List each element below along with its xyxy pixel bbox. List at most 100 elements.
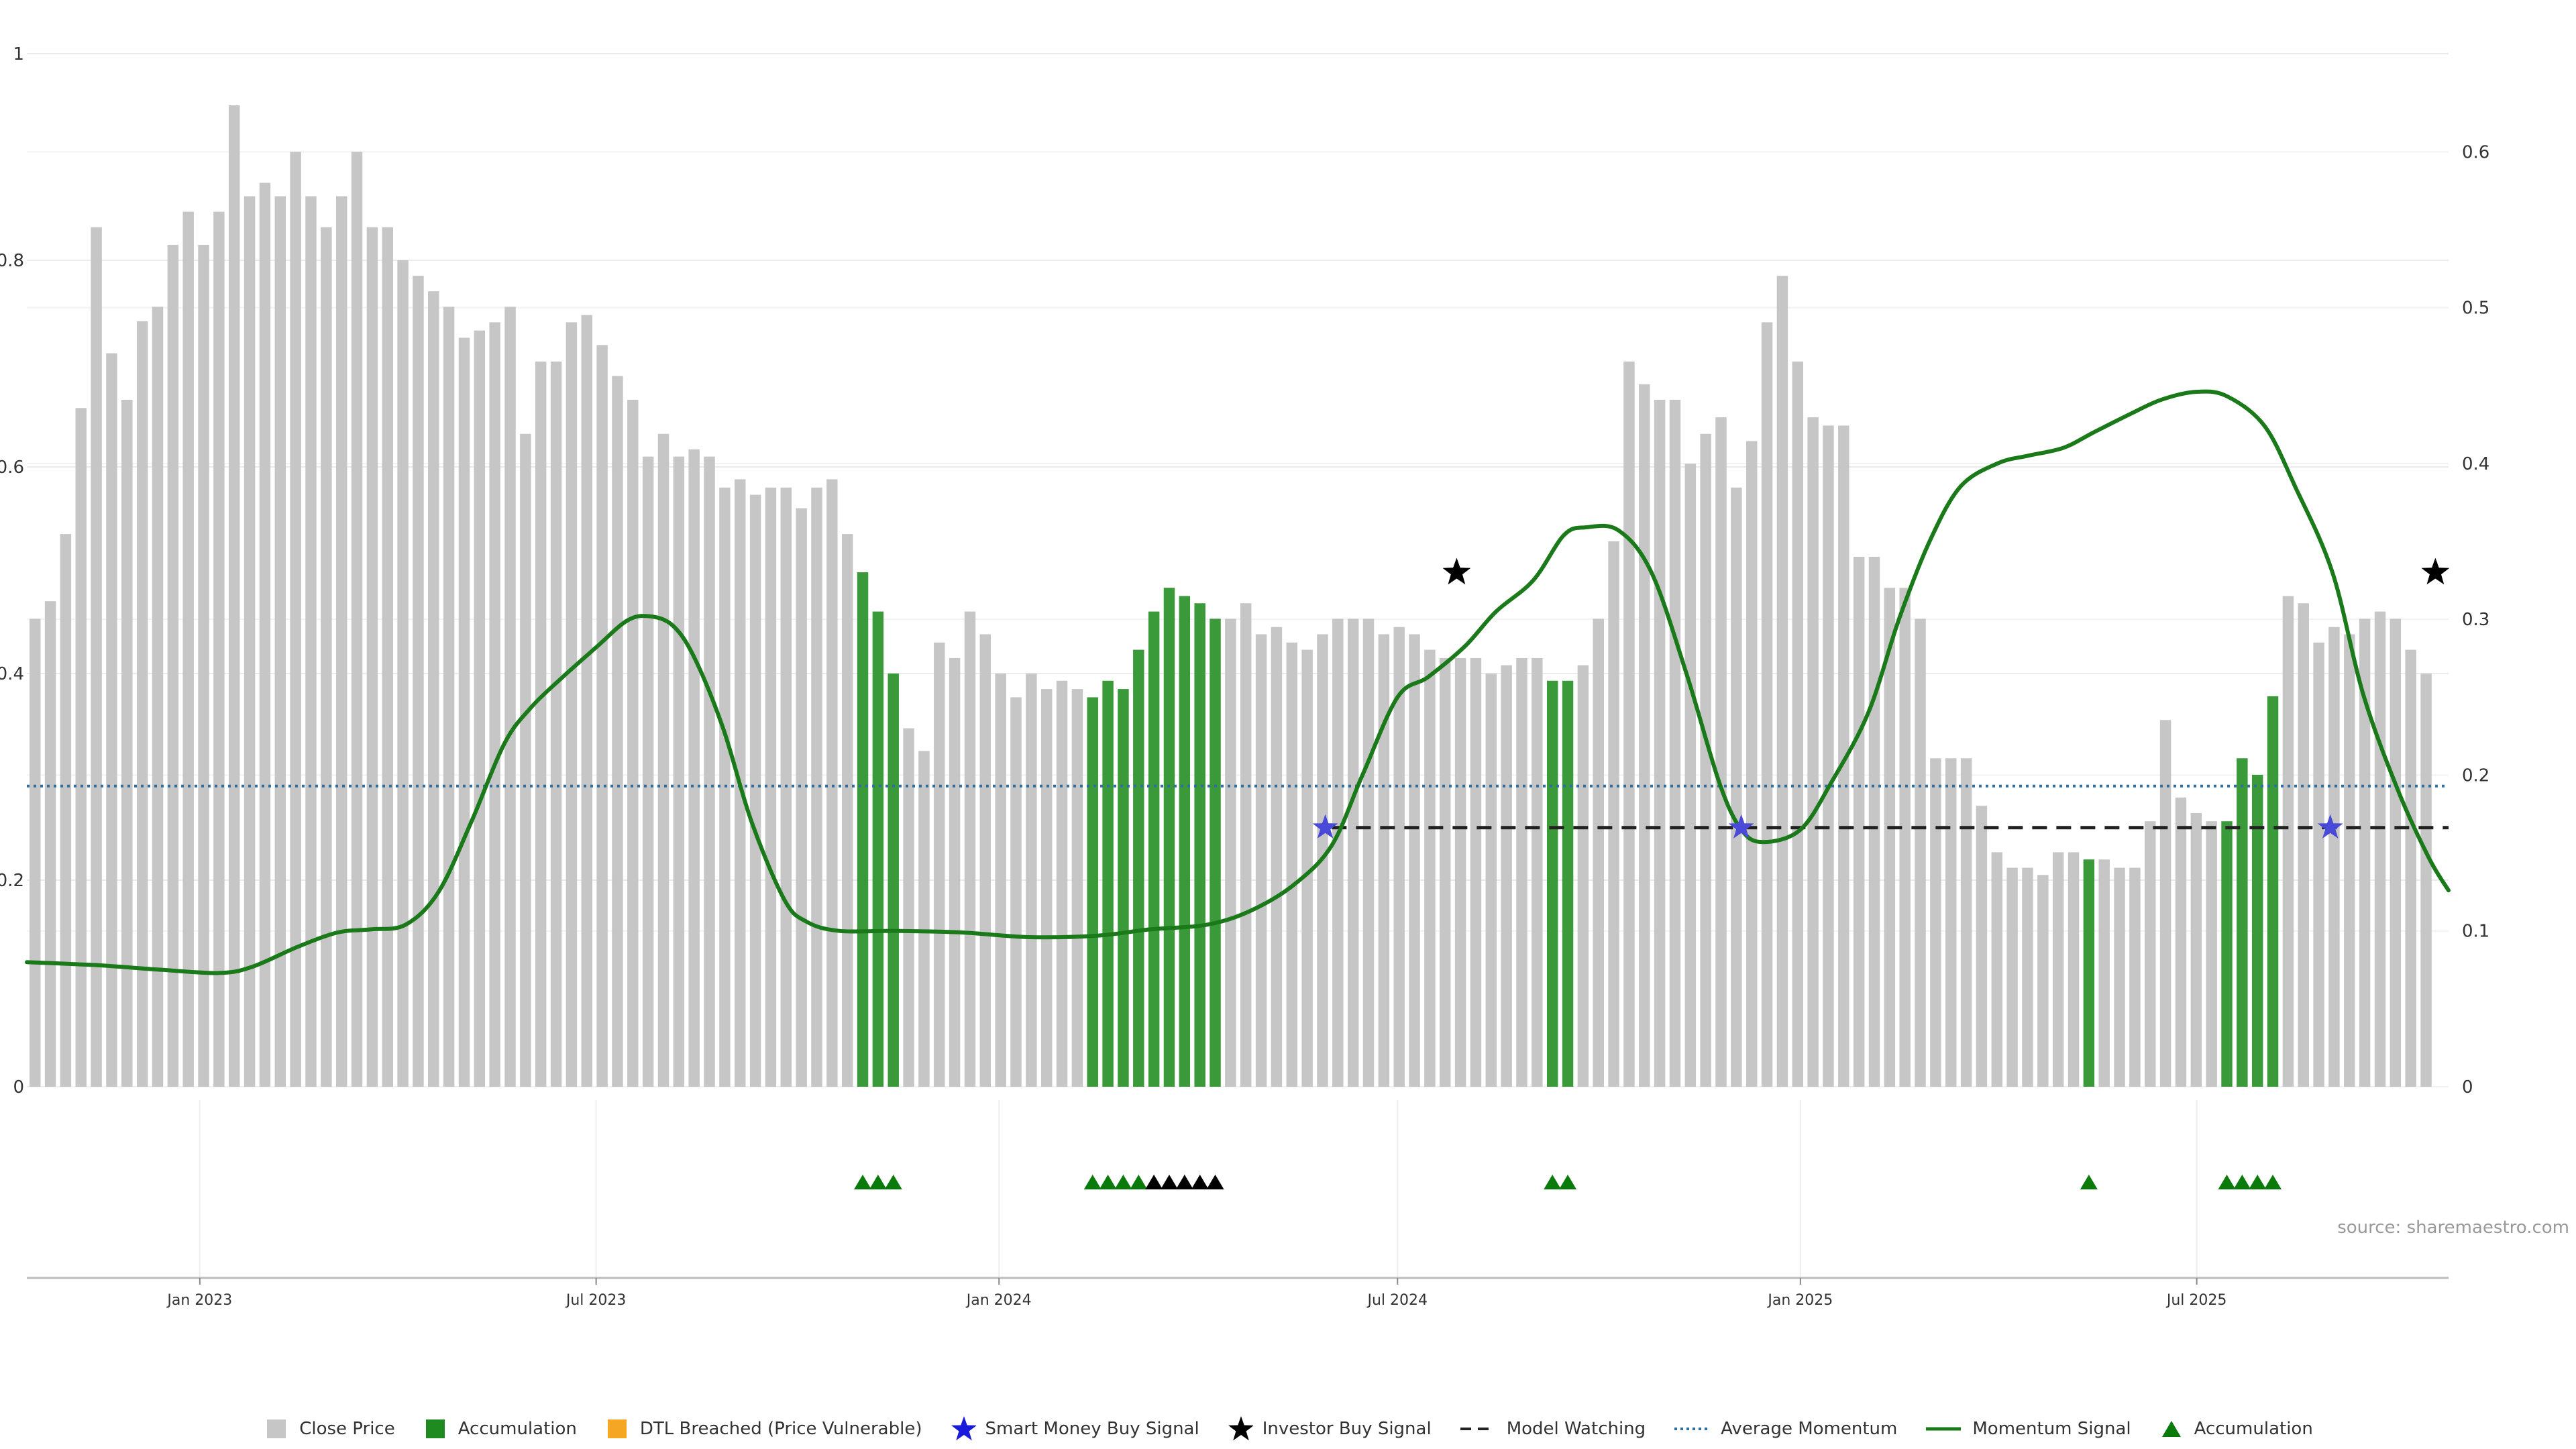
- close-price-bar: [428, 291, 439, 1087]
- close-price-bar: [2190, 812, 2202, 1087]
- y-right-tick-label: 0.1: [2462, 922, 2489, 942]
- close-price-bar: [2390, 619, 2402, 1087]
- close-price-bar: [612, 376, 623, 1087]
- legend-label: Investor Buy Signal: [1262, 1419, 1432, 1439]
- close-price-bar: [1838, 425, 1849, 1087]
- lines: [25, 389, 2451, 975]
- accumulation-triangle: [2233, 1175, 2251, 1189]
- close-price-bar: [1715, 417, 1727, 1087]
- close-price-bar: [274, 196, 286, 1087]
- legend-symbol-dot-icon: [1672, 1415, 1711, 1442]
- close-price-bar: [2006, 867, 2018, 1087]
- y-right-tick-label: 0: [2462, 1077, 2473, 1097]
- close-price-bar: [366, 227, 378, 1087]
- close-price-bar: [413, 276, 424, 1087]
- close-price-bar: [1684, 464, 1697, 1087]
- close-price-bar: [1362, 619, 1375, 1087]
- close-price-bar: [321, 227, 332, 1087]
- close-price-bar: [596, 345, 608, 1087]
- close-price-bar: [259, 182, 271, 1087]
- close-price-bar: [995, 674, 1006, 1087]
- close-price-bar: [841, 534, 853, 1087]
- close-price-bar: [1807, 417, 1819, 1087]
- close-price-bar: [2313, 642, 2324, 1087]
- close-price-bar: [351, 152, 363, 1087]
- accumulation-triangle: [2218, 1175, 2236, 1189]
- legend-item: Close Price: [263, 1415, 395, 1442]
- investor-buy-signal: [1442, 557, 1471, 585]
- y-left-tick-label: 1: [13, 44, 24, 64]
- smart-money-buy-signal: [1312, 814, 1338, 839]
- legend-item: Model Watching: [1458, 1415, 1646, 1442]
- close-price-bar: [2374, 611, 2386, 1087]
- close-price-bar: [60, 534, 72, 1087]
- close-price-bar: [1056, 680, 1068, 1087]
- close-price-bar: [121, 399, 133, 1087]
- close-price-bar: [1501, 665, 1512, 1087]
- legend-item: Average Momentum: [1672, 1415, 1897, 1442]
- close-price-bar: [2098, 859, 2110, 1087]
- accumulation-triangle: [2264, 1175, 2282, 1189]
- x-tick-label: Jan 2024: [965, 1292, 1032, 1309]
- legend-item: Investor Buy Signal: [1226, 1415, 1432, 1442]
- legend-symbol-square-icon: [263, 1415, 290, 1442]
- y-right-tick-label: 0.4: [2462, 454, 2489, 474]
- close-price-bar: [520, 433, 531, 1087]
- close-price-bar: [749, 494, 761, 1087]
- close-price-bar: [1286, 642, 1297, 1087]
- close-price-bar: [903, 728, 914, 1087]
- close-price-bar: [1393, 627, 1405, 1087]
- legend-item: Accumulation: [422, 1415, 577, 1442]
- close-price-bar: [2344, 634, 2355, 1087]
- close-price-bar: [826, 479, 838, 1087]
- accumulation-bar: [1087, 697, 1098, 1087]
- close-price-bar: [1792, 361, 1803, 1087]
- source-label: source: sharemaestro.com: [2337, 1218, 2569, 1238]
- close-price-bar: [1884, 588, 1896, 1087]
- smart-money-buy-signal: [1728, 814, 1754, 839]
- smart-money-buy-signal: [2317, 814, 2343, 839]
- close-price-bar: [2052, 852, 2064, 1087]
- accumulation-bar: [2251, 774, 2263, 1087]
- legend-symbol-dash-icon: [1458, 1415, 1497, 1442]
- axes: Jan 2023 Jul 2023 Jan 2024 Jul 2024 Jan 2025…: [0, 44, 2489, 1309]
- accumulation-bar: [888, 674, 899, 1087]
- accumulation-bar: [2267, 696, 2279, 1087]
- accumulation-bar: [872, 611, 884, 1087]
- black-triangle: [1160, 1175, 1178, 1189]
- accumulation-triangle: [1083, 1175, 1102, 1189]
- close-price-bar: [213, 211, 225, 1087]
- close-price-bar: [550, 361, 562, 1087]
- close-price-bar: [1424, 649, 1436, 1087]
- accumulation-triangle: [869, 1175, 887, 1189]
- close-price-bar: [244, 196, 256, 1087]
- close-price-bar: [2405, 649, 2416, 1087]
- close-price-bar: [566, 322, 578, 1087]
- accumulation-triangle: [1544, 1175, 1562, 1189]
- accumulation-bar: [1562, 680, 1574, 1087]
- legend-label: Momentum Signal: [1972, 1419, 2131, 1439]
- close-price-bar: [964, 611, 976, 1087]
- close-price-bar: [1225, 619, 1236, 1087]
- close-price-bar: [30, 619, 41, 1087]
- close-price-bar: [198, 244, 209, 1087]
- close-price-bar: [949, 657, 961, 1087]
- close-price-bar: [2037, 875, 2049, 1087]
- close-price-bar: [1255, 634, 1267, 1087]
- close-price-bar: [1271, 627, 1283, 1087]
- close-price-bar: [152, 307, 164, 1087]
- black-triangle: [1145, 1175, 1163, 1189]
- close-price-bar: [2129, 867, 2141, 1087]
- accumulation-bar: [2083, 859, 2095, 1087]
- close-price-bar: [1608, 541, 1619, 1087]
- y-right-tick-label: 0.3: [2462, 610, 2489, 630]
- close-price-bar: [535, 361, 547, 1087]
- close-price-bar: [2298, 603, 2309, 1087]
- close-price-bar: [2114, 867, 2125, 1087]
- y-right-tick-label: 0.5: [2462, 299, 2489, 319]
- legend-item: Accumulation: [2158, 1415, 2313, 1442]
- close-price-bar: [75, 408, 87, 1087]
- close-price-bar: [443, 307, 455, 1087]
- y-left-tick-label: 0: [13, 1077, 24, 1097]
- close-price-bar: [136, 321, 148, 1087]
